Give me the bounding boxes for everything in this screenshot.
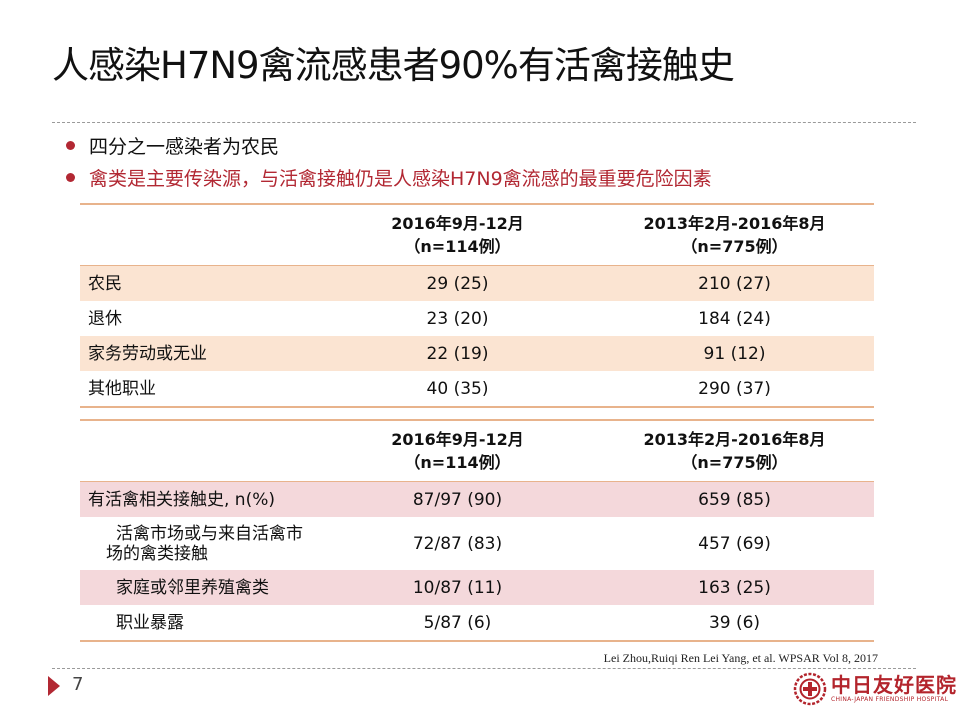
table-row: 活禽市场或与来自活禽市 场的禽类接触 72/87 (83) 457 (69) — [80, 517, 874, 570]
cell-value: 10/87 (11) — [412, 577, 503, 598]
cell-value: 40 (35) — [426, 378, 489, 399]
bullet-list: 四分之一感染者为农民 禽类是主要传染源，与活禽接触仍是人感染H7N9禽流感的最重… — [66, 129, 926, 193]
header-cell-empty — [80, 204, 320, 266]
bullet-dot-icon — [66, 140, 75, 150]
cell-value: 210 (27) — [698, 273, 771, 294]
slide-title: 人感染H7N9禽流感患者90%有活禽接触史 — [52, 44, 735, 87]
table-row: 退休 23 (20) 184 (24) — [80, 301, 874, 336]
row-label: 其他职业 — [88, 378, 156, 399]
row-label: 家务劳动或无业 — [88, 343, 207, 364]
bullet-item: 禽类是主要传染源，与活禽接触仍是人感染H7N9禽流感的最重要危险因素 — [66, 161, 926, 193]
cell-value: 87/97 (90) — [412, 489, 503, 510]
cell-value: 29 (25) — [426, 273, 489, 294]
table-row: 职业暴露 5/87 (6) 39 (6) — [80, 605, 874, 641]
bullet-text: 四分之一感染者为农民 — [89, 135, 280, 158]
table-row: 有活禽相关接触史, n(%) 87/97 (90) 659 (85) — [80, 481, 874, 517]
table-row: 家庭或邻里养殖禽类 10/87 (11) 163 (25) — [80, 570, 874, 605]
page-number: 7 — [72, 674, 84, 695]
header-cell-period-2016: 2016年9月-12月 （n=114例） — [391, 214, 524, 256]
top-divider — [52, 122, 916, 123]
hospital-emblem-icon — [793, 672, 827, 706]
bullet-item: 四分之一感染者为农民 — [66, 129, 926, 161]
table-row: 其他职业 40 (35) 290 (37) — [80, 371, 874, 407]
citation: Lei Zhou,Ruiqi Ren Lei Yang, et al. WPSA… — [603, 651, 878, 665]
logo-name-cn: 中日友好医院 — [831, 673, 957, 697]
bottom-divider — [52, 668, 916, 669]
logo-name-en: CHINA-JAPAN FRIENDSHIP HOSPITAL — [831, 696, 949, 703]
header-cell-period-2016: 2016年9月-12月 （n=114例） — [391, 430, 524, 472]
occupation-table: 2016年9月-12月 （n=114例） 2013年2月-2016年8月 （n=77… — [80, 203, 874, 408]
row-label: 农民 — [88, 273, 122, 294]
cell-value: 457 (69) — [698, 533, 771, 554]
hospital-logo: 中日友好医院 CHINA-JAPAN FRIENDSHIP HOSPITAL — [793, 672, 957, 706]
row-label: 职业暴露 — [116, 612, 184, 633]
header-cell-empty — [80, 420, 320, 482]
row-label: 活禽市场或与来自活禽市 场的禽类接触 — [106, 523, 303, 564]
poultry-exposure-table: 2016年9月-12月 （n=114例） 2013年2月-2016年8月 （n=77… — [80, 419, 874, 642]
cell-value: 23 (20) — [426, 308, 489, 329]
cell-value: 659 (85) — [698, 489, 771, 510]
cell-value: 290 (37) — [698, 378, 771, 399]
table-header-row: 2016年9月-12月 （n=114例） 2013年2月-2016年8月 （n=77… — [80, 420, 874, 482]
cell-value: 163 (25) — [698, 577, 771, 598]
row-label: 退休 — [88, 308, 122, 329]
header-cell-period-2013-2016: 2013年2月-2016年8月 （n=775例） — [643, 214, 826, 256]
table-row: 农民 29 (25) 210 (27) — [80, 265, 874, 301]
table-header-row: 2016年9月-12月 （n=114例） 2013年2月-2016年8月 （n=77… — [80, 204, 874, 266]
header-cell-period-2013-2016: 2013年2月-2016年8月 （n=775例） — [643, 430, 826, 472]
bullet-dot-icon — [66, 172, 75, 182]
triangle-arrow-icon — [48, 676, 60, 696]
cell-value: 5/87 (6) — [423, 612, 492, 633]
cell-value: 91 (12) — [703, 343, 766, 364]
table-row: 家务劳动或无业 22 (19) 91 (12) — [80, 336, 874, 371]
bullet-text-highlight: 禽类是主要传染源，与活禽接触仍是人感染H7N9禽流感的最重要危险因素 — [89, 167, 712, 190]
row-label: 家庭或邻里养殖禽类 — [116, 577, 269, 598]
cell-value: 22 (19) — [426, 343, 489, 364]
row-label: 有活禽相关接触史, n(%) — [88, 489, 275, 510]
cell-value: 39 (6) — [708, 612, 761, 633]
cell-value: 184 (24) — [698, 308, 771, 329]
cell-value: 72/87 (83) — [412, 533, 503, 554]
